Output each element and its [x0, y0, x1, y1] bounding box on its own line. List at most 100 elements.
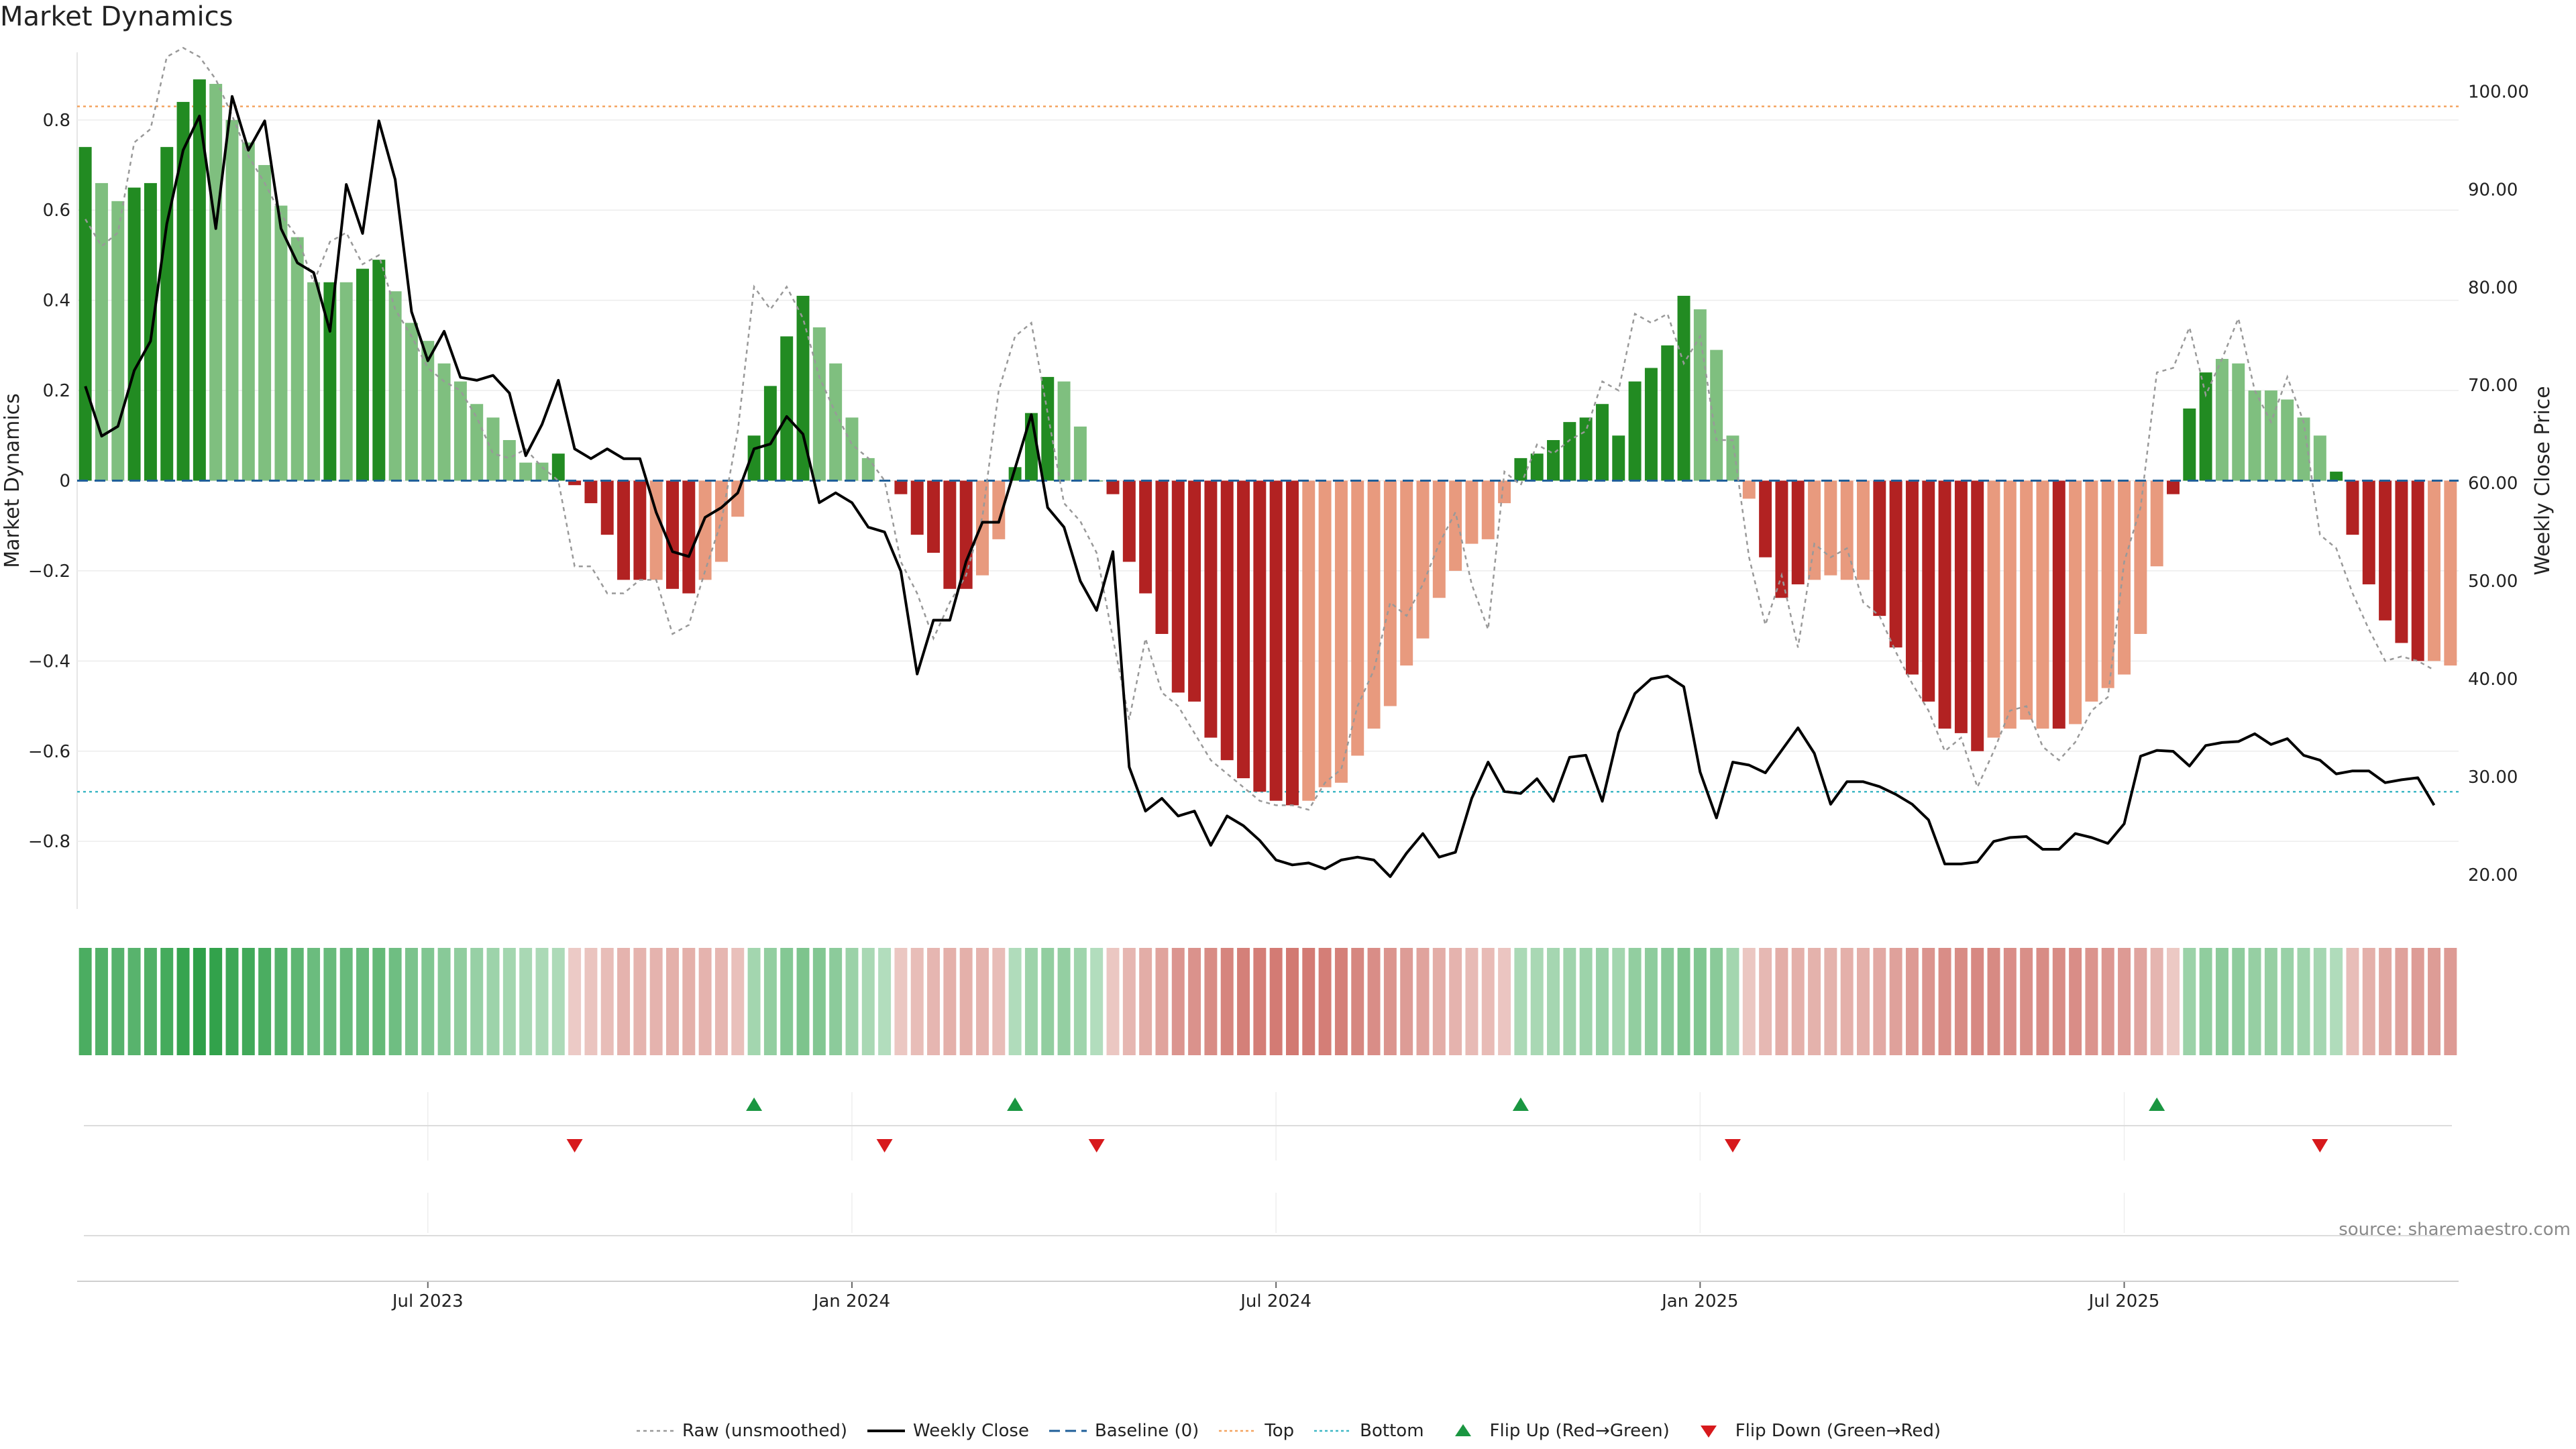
momentum-bar [1530, 453, 1544, 481]
y-tick-label: 0.2 [43, 381, 70, 401]
momentum-bar [1237, 480, 1250, 779]
momentum-bar [1155, 480, 1169, 635]
momentum-bar [2313, 435, 2326, 481]
heat-strip-cell [682, 948, 696, 1055]
momentum-bar [2085, 480, 2098, 702]
momentum-bar [1334, 480, 1348, 783]
momentum-bar [1416, 480, 1430, 639]
legend-swatch [1454, 1424, 1471, 1436]
momentum-bar [209, 84, 223, 481]
momentum-bar [959, 480, 973, 589]
heat-strip-cell [649, 948, 663, 1055]
momentum-bar [388, 291, 402, 481]
y2-tick-label: 20.00 [2468, 865, 2518, 885]
heat-strip-cell [2362, 948, 2375, 1055]
heat-strip-cell [976, 948, 989, 1055]
momentum-bar [1922, 480, 1935, 702]
momentum-bar [1220, 480, 1234, 761]
legend-item-baseline: Baseline (0) [1048, 1421, 1199, 1441]
heat-strip-cell [2248, 948, 2261, 1055]
momentum-bar [1628, 381, 1642, 481]
momentum-bar [682, 480, 696, 594]
heat-strip-cell [1987, 948, 2000, 1055]
y-tick-label: −0.2 [28, 561, 70, 582]
heat-strip-cell [241, 948, 255, 1055]
momentum-bar [1269, 480, 1283, 801]
momentum-bar [2183, 408, 2196, 481]
heat-strip-cell [796, 948, 810, 1055]
momentum-bar [1057, 381, 1071, 481]
heat-strip-cell [1106, 948, 1120, 1055]
momentum-bar [2362, 480, 2375, 585]
heat-strip-cell [1498, 948, 1511, 1055]
heat-strip-cell [894, 948, 908, 1055]
heat-strip-cell [519, 948, 533, 1055]
momentum-bar [568, 480, 582, 486]
momentum-bar [617, 480, 631, 580]
heat-strip-cell [2052, 948, 2065, 1055]
momentum-bar [1612, 435, 1625, 481]
heat-strip-cell [763, 948, 777, 1055]
legend-swatch [1219, 1430, 1257, 1432]
heat-strip-cell [2411, 948, 2424, 1055]
momentum-bar [470, 404, 484, 481]
heat-strip-cell [943, 948, 957, 1055]
momentum-bar [910, 480, 924, 535]
momentum-bar [1938, 480, 1951, 729]
y-tick-label: −0.4 [28, 651, 70, 672]
heat-strip-cell [1057, 948, 1071, 1055]
momentum-bar [2411, 480, 2424, 661]
heat-strip-cell [551, 948, 565, 1055]
heat-strip-cell [878, 948, 892, 1055]
momentum-bar [1971, 480, 1984, 751]
momentum-bar [731, 480, 745, 517]
heat-strip-cell [927, 948, 941, 1055]
momentum-bar [1432, 480, 1446, 598]
legend-item-bottom: Bottom [1313, 1421, 1424, 1441]
y-tick-label: −0.6 [28, 742, 70, 762]
heat-strip-cell [1285, 948, 1299, 1055]
legend-item-close: Weekly Close [866, 1421, 1029, 1441]
legend-symbol [1454, 1424, 1471, 1436]
heat-strip-cell [829, 948, 843, 1055]
y-tick-label: 0.6 [43, 201, 70, 221]
heat-strip-cell [453, 948, 467, 1055]
momentum-bar [1857, 480, 1870, 580]
heat-strip-cell [1220, 948, 1234, 1055]
momentum-bar [502, 440, 516, 481]
momentum-bar [1644, 368, 1658, 481]
momentum-bar [2428, 480, 2441, 661]
momentum-bar [356, 268, 369, 481]
heat-strip-cell [2036, 948, 2049, 1055]
legend-label: Weekly Close [913, 1421, 1029, 1441]
heat-strip-cell [1693, 948, 1707, 1055]
heat-strip-cell [812, 948, 826, 1055]
momentum-bar [2199, 372, 2212, 481]
momentum-bar [2003, 480, 2017, 729]
heat-strip-cell [1775, 948, 1788, 1055]
heat-strip-cell [1188, 948, 1201, 1055]
heat-strip-cell [1204, 948, 1218, 1055]
momentum-bar [1481, 480, 1495, 539]
y2-tick-label: 30.00 [2468, 767, 2518, 788]
heat-strip-cell [747, 948, 761, 1055]
heat-strip-cell [910, 948, 924, 1055]
heat-strip-cell [1840, 948, 1854, 1055]
momentum-bar [1253, 480, 1267, 792]
y-tick-label: 0.8 [43, 111, 70, 131]
heat-strip-cell [1237, 948, 1250, 1055]
momentum-bar [111, 201, 125, 481]
momentum-bar [1775, 480, 1788, 598]
momentum-bar [1204, 480, 1218, 738]
heat-strip-cell [470, 948, 484, 1055]
momentum-bar [2150, 480, 2163, 567]
y2-axis-label: Weekly Close Price [2531, 386, 2555, 575]
flip-up-marker [2149, 1097, 2165, 1111]
heat-strip-cell [1302, 948, 1316, 1055]
flip-up-marker [1512, 1097, 1529, 1111]
legend: Raw (unsmoothed) Weekly Close Baseline (0)… [0, 1421, 2576, 1441]
x-tick-label: Jul 2025 [2088, 1291, 2160, 1311]
momentum-bar [2167, 480, 2180, 494]
momentum-bar [2297, 417, 2310, 481]
y2-tick-label: 50.00 [2468, 572, 2518, 592]
